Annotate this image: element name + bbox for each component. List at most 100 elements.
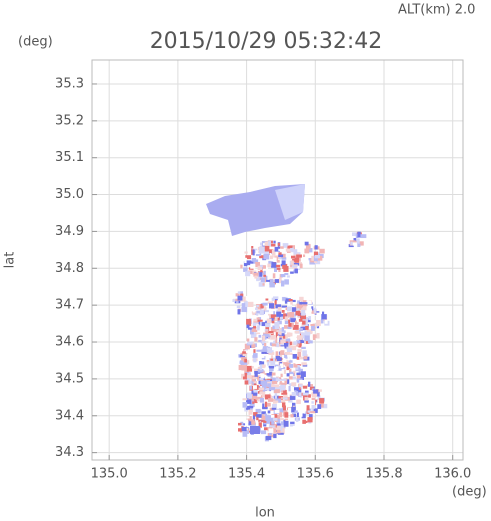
echo-speckle bbox=[313, 408, 318, 413]
echo-speckle bbox=[300, 298, 303, 304]
echo-speckle bbox=[260, 381, 267, 386]
echo-speckle bbox=[293, 341, 297, 345]
echo-speckle bbox=[264, 413, 267, 416]
echo-speckle bbox=[293, 253, 299, 257]
echo-speckle bbox=[294, 410, 298, 413]
echo-speckle bbox=[282, 263, 288, 269]
echo-speckle bbox=[308, 304, 313, 308]
echo-speckle bbox=[255, 396, 258, 400]
echo-speckle bbox=[240, 352, 243, 356]
echo-speckle bbox=[258, 339, 262, 343]
echo-speckle bbox=[242, 423, 246, 426]
echo-speckle bbox=[269, 341, 273, 346]
echo-speckle bbox=[259, 354, 263, 358]
y-tick-label: 34.9 bbox=[55, 224, 84, 239]
echo-speckle bbox=[281, 257, 287, 260]
echo-speckle bbox=[249, 385, 252, 390]
echo-speckle bbox=[274, 323, 280, 330]
echo-speckle bbox=[268, 366, 274, 372]
echo-speckle bbox=[294, 330, 300, 334]
echo-speckle bbox=[244, 380, 249, 385]
echo-speckle bbox=[242, 402, 248, 408]
echo-speckle bbox=[267, 383, 272, 388]
echo-speckle bbox=[278, 248, 282, 252]
echo-speckle bbox=[281, 310, 285, 313]
echo-speckle bbox=[276, 330, 281, 335]
echo-speckle bbox=[247, 301, 254, 307]
echo-speckle bbox=[303, 420, 308, 423]
echo-speckle bbox=[287, 407, 293, 412]
echo-speckle bbox=[354, 240, 359, 244]
echo-speckle bbox=[266, 416, 270, 420]
echo-speckle bbox=[309, 386, 314, 391]
y-tick-label: 34.5 bbox=[55, 371, 84, 386]
echo-speckle bbox=[268, 352, 275, 355]
echo-speckle bbox=[278, 252, 282, 255]
echo-speckle bbox=[246, 313, 253, 318]
echo-speckle bbox=[246, 260, 252, 266]
echo-speckle bbox=[255, 307, 258, 310]
echo-speckle bbox=[244, 350, 250, 353]
echo-speckle bbox=[277, 306, 282, 312]
echo-speckle bbox=[292, 413, 297, 418]
echo-speckle bbox=[275, 351, 279, 358]
echo-speckle bbox=[274, 246, 281, 252]
echo-speckle bbox=[287, 245, 293, 250]
echo-speckle bbox=[258, 247, 265, 254]
echo-speckle bbox=[266, 419, 271, 424]
y-tick-label: 34.8 bbox=[55, 261, 84, 276]
echo-speckle bbox=[251, 407, 258, 413]
echo-speckle bbox=[249, 419, 255, 422]
echo-speckle bbox=[275, 332, 278, 338]
echo-speckle bbox=[300, 367, 307, 373]
echo-speckle bbox=[313, 251, 319, 258]
echo-speckle bbox=[296, 303, 302, 309]
echo-speckle bbox=[280, 334, 287, 339]
echo-speckle bbox=[260, 242, 263, 246]
echo-speckle bbox=[307, 340, 313, 344]
echo-region bbox=[275, 184, 305, 220]
echo-speckle bbox=[278, 257, 283, 260]
echo-speckle bbox=[299, 384, 303, 388]
echo-speckle bbox=[297, 352, 302, 357]
echo-speckle bbox=[300, 315, 307, 320]
echo-speckle bbox=[311, 397, 315, 401]
echo-speckle bbox=[299, 301, 303, 305]
echo-speckle bbox=[316, 307, 322, 312]
echo-speckle bbox=[238, 364, 243, 371]
echo-speckle bbox=[270, 243, 276, 247]
echo-speckle bbox=[266, 347, 273, 354]
echo-speckle bbox=[285, 352, 291, 355]
echo-speckle bbox=[269, 318, 274, 323]
y-tick-label: 35.0 bbox=[55, 187, 84, 202]
echo-speckle bbox=[259, 364, 263, 371]
echo-speckle bbox=[246, 324, 250, 329]
echo-speckle bbox=[276, 425, 281, 432]
echo-speckle bbox=[311, 255, 317, 261]
echo-speckle bbox=[278, 277, 282, 284]
echo-speckle bbox=[311, 405, 315, 410]
echo-speckle bbox=[297, 318, 303, 322]
y-tick-label: 34.6 bbox=[55, 335, 84, 350]
echo-speckle bbox=[237, 309, 241, 315]
echo-speckle bbox=[283, 420, 289, 427]
echo-speckle bbox=[308, 248, 313, 253]
echo-speckle bbox=[276, 429, 281, 434]
echo-speckle bbox=[289, 340, 293, 346]
echo-speckle bbox=[253, 398, 259, 404]
echo-speckle bbox=[304, 400, 309, 403]
echo-speckle bbox=[241, 365, 246, 368]
echo-speckle bbox=[292, 354, 297, 359]
echo-speckle bbox=[275, 347, 281, 351]
echo-speckle bbox=[291, 322, 294, 328]
echo-speckle bbox=[260, 265, 266, 268]
echo-speckle bbox=[275, 386, 282, 393]
echo-speckle bbox=[247, 360, 250, 365]
echo-speckle bbox=[294, 268, 298, 274]
echo-speckle bbox=[287, 326, 292, 330]
echo-speckle bbox=[292, 402, 296, 408]
echo-speckle bbox=[243, 261, 248, 267]
echo-speckle bbox=[268, 428, 274, 433]
echo-speckle bbox=[277, 242, 280, 246]
echo-speckle bbox=[296, 387, 302, 393]
